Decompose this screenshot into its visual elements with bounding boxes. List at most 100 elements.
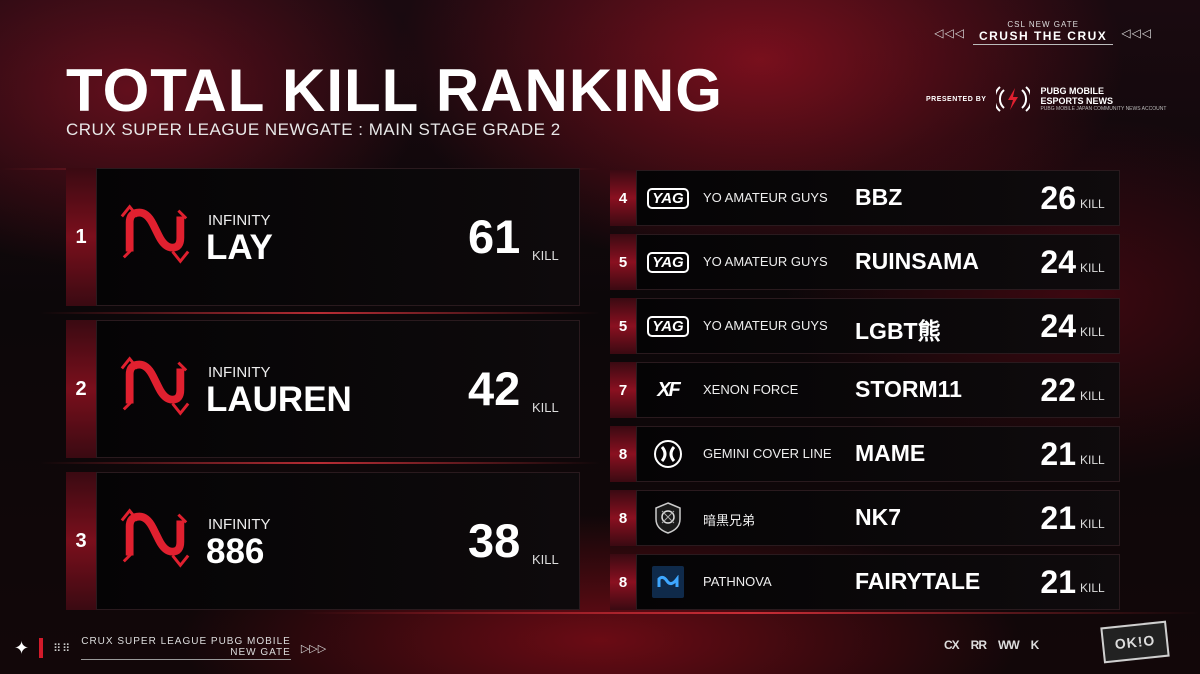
team-name: YO AMATEUR GUYS (703, 254, 828, 269)
footer-line2: NEW GATE (230, 647, 291, 658)
kill-count: 24 (1040, 244, 1076, 280)
presenter-line3: PUBG MOBILE JAPAN COMMUNITY NEWS ACCOUNT (1040, 105, 1167, 112)
kill-label: KILL (1080, 517, 1105, 531)
kill-label: KILL (532, 248, 559, 263)
row-panel (636, 298, 1120, 354)
presented-by: PRESENTED BY PUBG MOBILE ESPORTS NEWS PU… (926, 84, 1166, 114)
infinity-logo-icon (116, 506, 194, 570)
footer-line1: CRUX SUPER LEAGUE PUBG MOBILE (81, 636, 291, 647)
rank-number: 3 (75, 529, 87, 552)
ranking-row: 7 XF XENON FORCE STORM11 22 KILL (610, 362, 1120, 418)
rank-badge: 1 (66, 168, 96, 306)
rank-badge: 4 (610, 170, 636, 226)
csl-new-gate-tag: ◁◁◁ CSL NEW GATE CRUSH THE CRUX ◁◁◁ (934, 20, 1152, 45)
team-logo (650, 566, 686, 598)
gemini-logo-icon (654, 440, 682, 468)
player-name: BBZ (855, 184, 903, 210)
gate-box: CSL NEW GATE CRUSH THE CRUX (972, 20, 1114, 45)
row-panel (636, 170, 1120, 226)
kill-label: KILL (532, 552, 559, 567)
lightning-broadcast-icon (996, 86, 1031, 112)
pathnova-logo-icon (652, 566, 684, 598)
accent-bar (39, 638, 44, 658)
kill-count: 21 (1040, 500, 1076, 536)
player-name: LGBT熊 (855, 318, 941, 344)
team-name: GEMINI COVER LINE (703, 446, 832, 461)
presented-by-label: PRESENTED BY (926, 95, 987, 103)
right-arrows: ◁◁◁ (1121, 25, 1152, 40)
rank-number: 7 (618, 381, 628, 399)
ranking-row: 8 PATHNOVA FAIRYTALE 21 KILL (610, 554, 1120, 610)
rank-badge: 3 (66, 472, 96, 610)
rank-number: 5 (618, 253, 628, 271)
ranking-row: 4 YAG YO AMATEUR GUYS BBZ 26 KILL (610, 170, 1120, 226)
infinity-logo-icon (116, 354, 194, 418)
kill-label: KILL (1080, 197, 1105, 211)
sponsor-logo: RR (970, 638, 987, 652)
sponsor-logo: CX (944, 638, 960, 652)
footer: ✦ ⠿⠿ CRUX SUPER LEAGUE PUBG MOBILE NEW G… (14, 636, 326, 660)
team-name: INFINITY (208, 212, 271, 229)
row-panel (636, 554, 1120, 610)
rank-number: 2 (75, 377, 87, 400)
team-logo: YAG (647, 310, 689, 342)
xenon-force-logo-icon: XF (657, 378, 681, 401)
team-logo (650, 502, 686, 534)
team-name: YO AMATEUR GUYS (703, 318, 828, 333)
footer-text: CRUX SUPER LEAGUE PUBG MOBILE NEW GATE (81, 636, 291, 660)
player-name: FAIRYTALE (855, 568, 981, 594)
ranking-row: 5 YAG YO AMATEUR GUYS LGBT熊 24 KILL (610, 298, 1120, 354)
dots-icon: ⠿⠿ (53, 642, 72, 655)
page-title: TOTAL KILL RANKING (66, 57, 723, 124)
team-name: INFINITY (208, 364, 271, 381)
team-logo: YAG (647, 246, 689, 278)
ankoku-kyoudai-crest-icon (655, 502, 681, 534)
yag-logo-icon: YAG (647, 251, 689, 273)
kill-label: KILL (1080, 325, 1105, 339)
row-panel (636, 362, 1120, 418)
kill-label: KILL (1080, 261, 1105, 275)
ranking-row: 8 暗黒兄弟 NK7 21 KILL (610, 490, 1120, 546)
kill-label: KILL (1080, 389, 1105, 403)
sponsor-logo: K (1030, 638, 1040, 652)
sponsor-logos: CX RR WW K (944, 638, 1040, 652)
gate-subtitle: CSL NEW GATE (1007, 20, 1079, 29)
kill-count: 26 (1040, 180, 1076, 216)
kill-label: KILL (1080, 581, 1105, 595)
sparkle-icon: ✦ (14, 637, 30, 658)
presenter-line2: ESPORTS NEWS (1040, 95, 1113, 106)
kill-count: 24 (1040, 308, 1076, 344)
team-logo: XF (650, 374, 686, 406)
kill-count: 21 (1040, 436, 1076, 472)
rank-number: 8 (618, 445, 628, 463)
player-name: 886 (206, 532, 265, 571)
player-name: LAY (206, 228, 273, 267)
top-rank-card: 2 INFINITY LAUREN 42 KILL (66, 320, 580, 458)
kill-count: 21 (1040, 564, 1076, 600)
rank-number: 8 (618, 573, 628, 591)
kill-count: 42 (468, 362, 521, 415)
team-name: YO AMATEUR GUYS (703, 190, 828, 205)
team-name: XENON FORCE (703, 382, 799, 397)
rank-badge: 5 (610, 298, 636, 354)
row-panel (636, 490, 1120, 546)
ranking-row: 5 YAG YO AMATEUR GUYS RUINSAMA 24 KILL (610, 234, 1120, 290)
row-panel (636, 234, 1120, 290)
rank-badge: 7 (610, 362, 636, 418)
rank-badge: 8 (610, 554, 636, 610)
sponsor-logo: WW (998, 638, 1020, 652)
yag-logo-icon: YAG (647, 315, 689, 337)
left-arrows: ◁◁◁ (934, 25, 965, 40)
rank-number: 5 (618, 317, 628, 335)
team-name: PATHNOVA (703, 574, 772, 589)
presenter-line1: PUBG MOBILE (1040, 85, 1104, 96)
rank-number: 1 (75, 225, 87, 248)
okio-badge: OK!O (1100, 620, 1170, 664)
gate-title: CRUSH THE CRUX (978, 29, 1108, 43)
yag-logo-icon: YAG (647, 187, 689, 209)
player-name: STORM11 (855, 376, 962, 402)
kill-label: KILL (532, 400, 559, 415)
player-name: LAUREN (206, 380, 352, 419)
presenter-name: PUBG MOBILE ESPORTS NEWS PUBG MOBILE JAP… (1040, 86, 1166, 113)
row-panel (636, 426, 1120, 482)
